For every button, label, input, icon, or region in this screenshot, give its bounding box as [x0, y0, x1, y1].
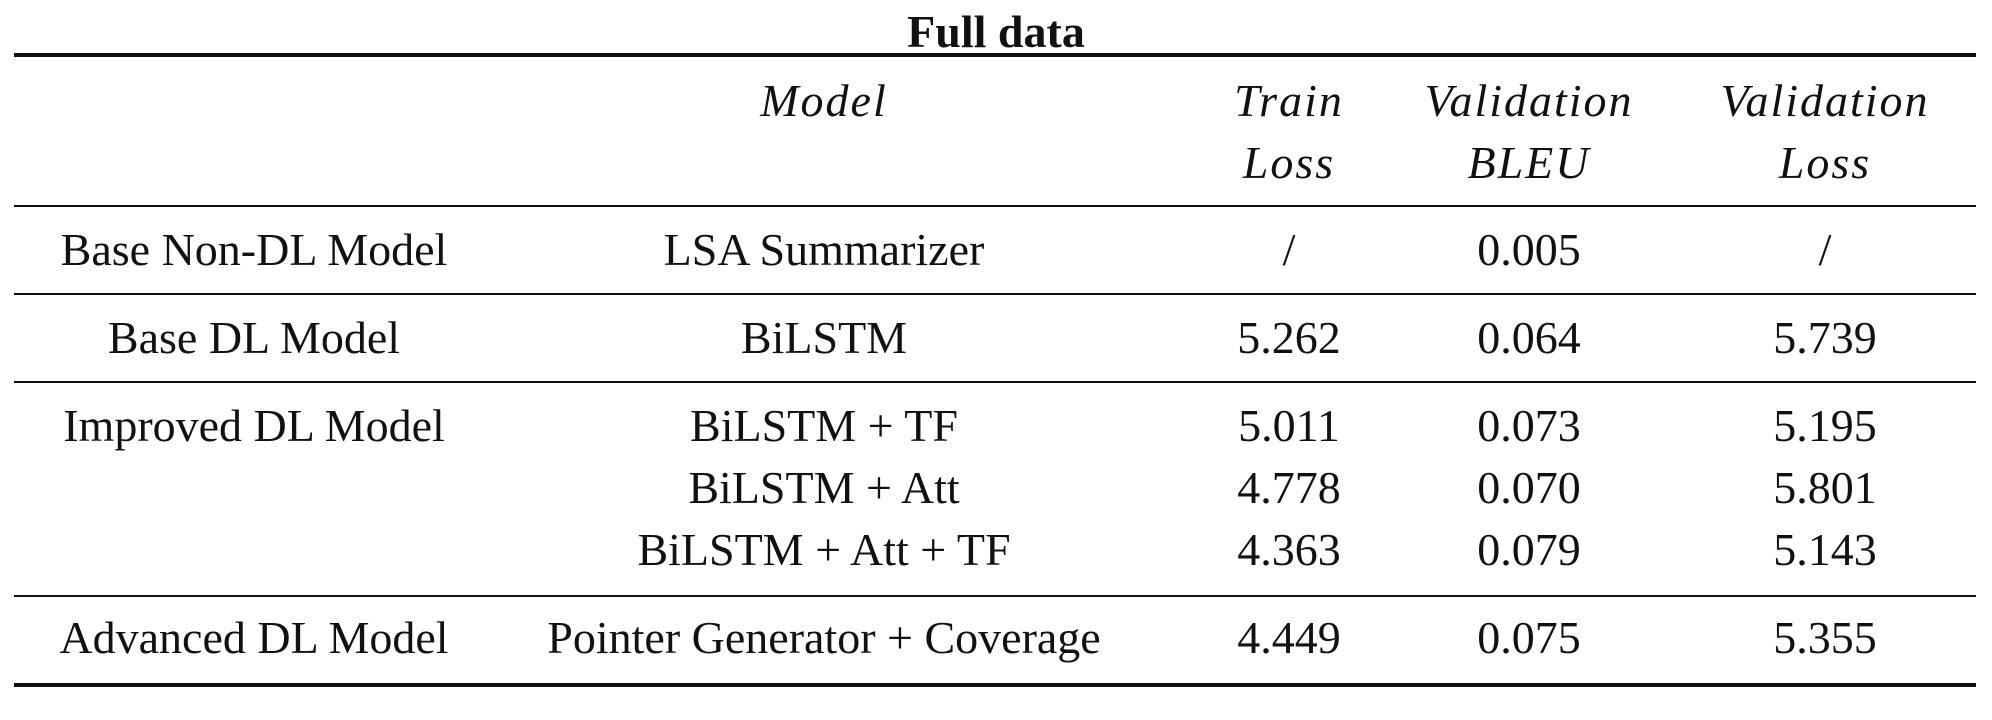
cell-model: BiLSTM + Att: [688, 462, 960, 513]
header-val-loss-line1: Validation: [1720, 75, 1930, 126]
category-improved-dl: Improved DL Model: [63, 400, 445, 451]
cell-val-loss: 5.801: [1773, 462, 1877, 513]
table-caption: Full data: [907, 6, 1085, 57]
category-base-non-dl: Base Non-DL Model: [60, 224, 448, 275]
cell-val-loss: 5.143: [1773, 524, 1877, 575]
header-val-bleu-line2: BLEU: [1467, 137, 1591, 188]
cell-model: BiLSTM + TF: [690, 400, 958, 451]
cell-model: BiLSTM: [740, 312, 908, 363]
header-train-loss-line2: Loss: [1242, 137, 1336, 188]
cell-train-loss: 4.778: [1237, 462, 1341, 513]
cell-train-loss: 4.363: [1237, 524, 1341, 575]
cell-val-bleu: 0.075: [1477, 612, 1581, 663]
cell-model: Pointer Generator + Coverage: [547, 612, 1101, 663]
cell-val-loss: /: [1818, 224, 1832, 275]
cell-val-loss: 5.195: [1773, 400, 1877, 451]
header-val-loss-line2: Loss: [1778, 137, 1872, 188]
cell-model: BiLSTM + Att + TF: [637, 524, 1011, 575]
cell-val-loss: 5.739: [1773, 312, 1877, 363]
group-rule: [14, 381, 1976, 383]
top-rule: [14, 53, 1976, 57]
header-train-loss-line1: Train: [1234, 75, 1344, 126]
header-model: Model: [760, 75, 888, 126]
cell-val-bleu: 0.064: [1477, 312, 1581, 363]
cell-val-bleu: 0.073: [1477, 400, 1581, 451]
cell-model: LSA Summarizer: [663, 224, 985, 275]
cell-train-loss: 5.011: [1238, 400, 1340, 451]
group-rule: [14, 595, 1976, 597]
category-advanced-dl: Advanced DL Model: [59, 612, 449, 663]
cell-train-loss: /: [1282, 224, 1296, 275]
category-base-dl: Base DL Model: [107, 312, 401, 363]
cell-val-bleu: 0.070: [1477, 462, 1581, 513]
bottom-rule: [14, 683, 1976, 687]
cell-train-loss: 5.262: [1237, 312, 1341, 363]
group-rule: [14, 293, 1976, 295]
cell-val-loss: 5.355: [1773, 612, 1877, 663]
cell-val-bleu: 0.005: [1477, 224, 1581, 275]
header-rule: [14, 205, 1976, 207]
cell-train-loss: 4.449: [1237, 612, 1341, 663]
cell-val-bleu: 0.079: [1477, 524, 1581, 575]
header-val-bleu-line1: Validation: [1424, 75, 1634, 126]
